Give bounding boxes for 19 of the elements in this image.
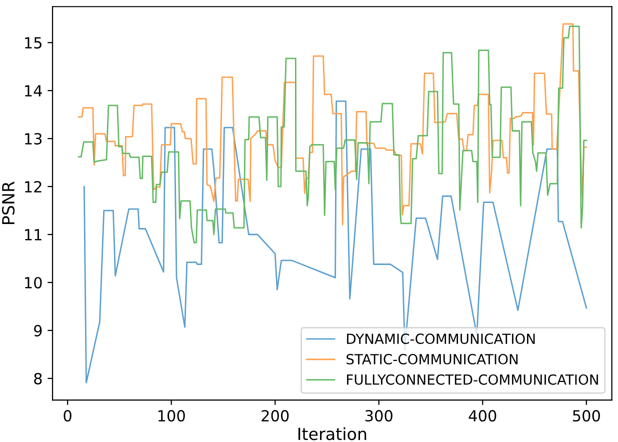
y-tick-label: 15 <box>25 37 42 49</box>
y-tick-label: 10 <box>25 276 42 288</box>
y-tick-label: 13 <box>25 133 42 145</box>
x-tick-label: 200 <box>262 410 289 422</box>
y-tick-label: 8 <box>34 372 42 384</box>
x-tick-label: 400 <box>468 410 496 422</box>
legend-label: FULLYCONNECTED-COMMUNICATION <box>347 374 598 385</box>
y-tick-label: 9 <box>34 324 42 336</box>
x-tick-label: 500 <box>572 410 600 422</box>
legend-label: DYNAMIC-COMMUNICATION <box>347 334 535 344</box>
x-tick-label: 300 <box>365 410 392 422</box>
y-tick-label: 11 <box>25 229 42 240</box>
x-tick-label: 0 <box>64 410 72 422</box>
legend-label: STATIC-COMMUNICATION <box>346 354 518 364</box>
x-axis-title: Iteration <box>298 427 366 440</box>
x-tick-label: 100 <box>158 410 185 422</box>
y-axis-title: PSNR <box>2 181 15 224</box>
y-tick-label: 14 <box>25 85 42 96</box>
y-tick-label: 12 <box>25 180 42 192</box>
